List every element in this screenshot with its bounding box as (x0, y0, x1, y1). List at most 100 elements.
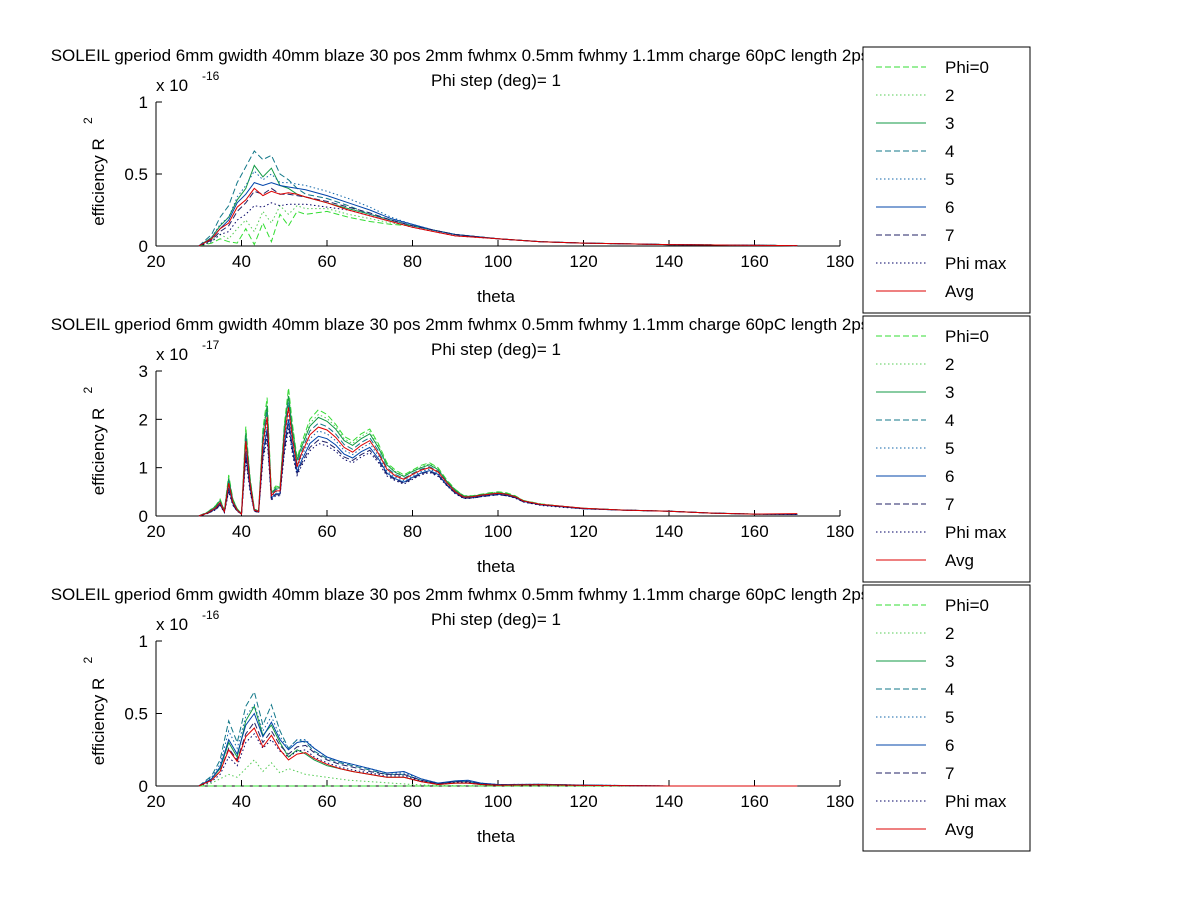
y-tick-label: 1 (139, 632, 148, 651)
legend-label: Phi=0 (945, 58, 989, 77)
series-line (198, 690, 798, 787)
legend-label: 3 (945, 114, 954, 133)
series-line (198, 202, 798, 247)
y-scale-factor: x 10 (156, 615, 188, 634)
legend-label: 4 (945, 680, 954, 699)
legend-label: 6 (945, 736, 954, 755)
chart-title: SOLEIL gperiod 6mm gwidth 40mm blaze 30 … (51, 585, 870, 604)
legend-label: Phi max (945, 792, 1007, 811)
legend-label: 4 (945, 142, 954, 161)
y-tick-label: 0.5 (124, 705, 148, 724)
y-scale-factor: x 10 (156, 76, 188, 95)
y-axis-label: efficiency R (89, 408, 108, 496)
legend-label: 7 (945, 495, 954, 514)
x-tick-label: 60 (318, 522, 337, 541)
legend-label: 4 (945, 411, 954, 430)
chart-title: SOLEIL gperiod 6mm gwidth 40mm blaze 30 … (51, 46, 870, 65)
y-tick-label: 1 (139, 93, 148, 112)
x-tick-label: 120 (569, 522, 597, 541)
y-scale-exponent: -16 (202, 608, 220, 622)
series-line (198, 759, 798, 787)
x-tick-label: 80 (403, 252, 422, 271)
x-tick-label: 40 (232, 522, 251, 541)
series-line (198, 703, 798, 787)
x-tick-label: 120 (569, 792, 597, 811)
y-tick-label: 0 (139, 237, 148, 256)
series-line (198, 187, 798, 247)
x-tick-label: 180 (826, 252, 854, 271)
legend-label: Phi max (945, 523, 1007, 542)
legend-label: 2 (945, 355, 954, 374)
chart-subtitle: Phi step (deg)= 1 (431, 340, 561, 359)
legend-label: 5 (945, 708, 954, 727)
x-tick-label: 180 (826, 522, 854, 541)
x-axis-label: theta (477, 827, 515, 846)
legend-label: 2 (945, 86, 954, 105)
chart-subtitle: Phi step (deg)= 1 (431, 71, 561, 90)
x-tick-label: 160 (740, 792, 768, 811)
series-line (198, 407, 798, 517)
legend-label: 3 (945, 652, 954, 671)
x-tick-label: 140 (655, 522, 683, 541)
y-tick-label: 3 (139, 362, 148, 381)
x-tick-label: 60 (318, 792, 337, 811)
series-line (198, 732, 798, 787)
x-tick-label: 20 (147, 792, 166, 811)
legend-label: 7 (945, 226, 954, 245)
series-line (198, 150, 798, 247)
y-tick-label: 2 (139, 410, 148, 429)
series-line (198, 424, 798, 517)
chart-panel: SOLEIL gperiod 6mm gwidth 40mm blaze 30 … (51, 46, 1031, 314)
legend-label: Avg (945, 551, 974, 570)
x-tick-label: 80 (403, 792, 422, 811)
series-line (198, 396, 798, 517)
legend-label: 5 (945, 439, 954, 458)
x-tick-label: 20 (147, 522, 166, 541)
legend-label: Phi=0 (945, 327, 989, 346)
series-line (198, 187, 798, 247)
legend-label: 2 (945, 624, 954, 643)
legend-label: 6 (945, 467, 954, 486)
y-axis-label-superscript: 2 (81, 387, 95, 394)
chart-panel: SOLEIL gperiod 6mm gwidth 40mm blaze 30 … (51, 315, 1031, 583)
x-tick-label: 100 (484, 792, 512, 811)
legend-label: 7 (945, 764, 954, 783)
x-tick-label: 100 (484, 252, 512, 271)
y-scale-factor: x 10 (156, 345, 188, 364)
series-line (198, 170, 798, 247)
legend-label: 5 (945, 170, 954, 189)
x-tick-label: 180 (826, 792, 854, 811)
x-tick-label: 160 (740, 252, 768, 271)
legend-label: Phi max (945, 254, 1007, 273)
x-tick-label: 40 (232, 252, 251, 271)
x-tick-label: 100 (484, 522, 512, 541)
legend-label: Avg (945, 282, 974, 301)
series-line (198, 419, 798, 517)
x-tick-label: 140 (655, 252, 683, 271)
legend-box (862, 315, 1031, 583)
series-line (198, 705, 798, 787)
legend-label: 6 (945, 198, 954, 217)
series-line (198, 164, 798, 247)
y-tick-label: 0 (139, 507, 148, 526)
x-tick-label: 160 (740, 522, 768, 541)
legend-label: Avg (945, 820, 974, 839)
x-axis-label: theta (477, 557, 515, 576)
chart-title: SOLEIL gperiod 6mm gwidth 40mm blaze 30 … (51, 315, 870, 334)
y-axis-label: efficiency R (89, 678, 108, 766)
legend-box (862, 46, 1031, 314)
x-tick-label: 140 (655, 792, 683, 811)
y-tick-label: 1 (139, 459, 148, 478)
series-line (198, 712, 798, 787)
y-axis-label-superscript: 2 (81, 117, 95, 124)
series-line (198, 412, 798, 517)
x-tick-label: 40 (232, 792, 251, 811)
x-tick-label: 80 (403, 522, 422, 541)
series-line (198, 428, 798, 517)
legend-label: Phi=0 (945, 596, 989, 615)
y-tick-label: 0 (139, 777, 148, 796)
legend-box (862, 584, 1031, 852)
y-scale-exponent: -16 (202, 69, 220, 83)
x-axis-label: theta (477, 287, 515, 306)
